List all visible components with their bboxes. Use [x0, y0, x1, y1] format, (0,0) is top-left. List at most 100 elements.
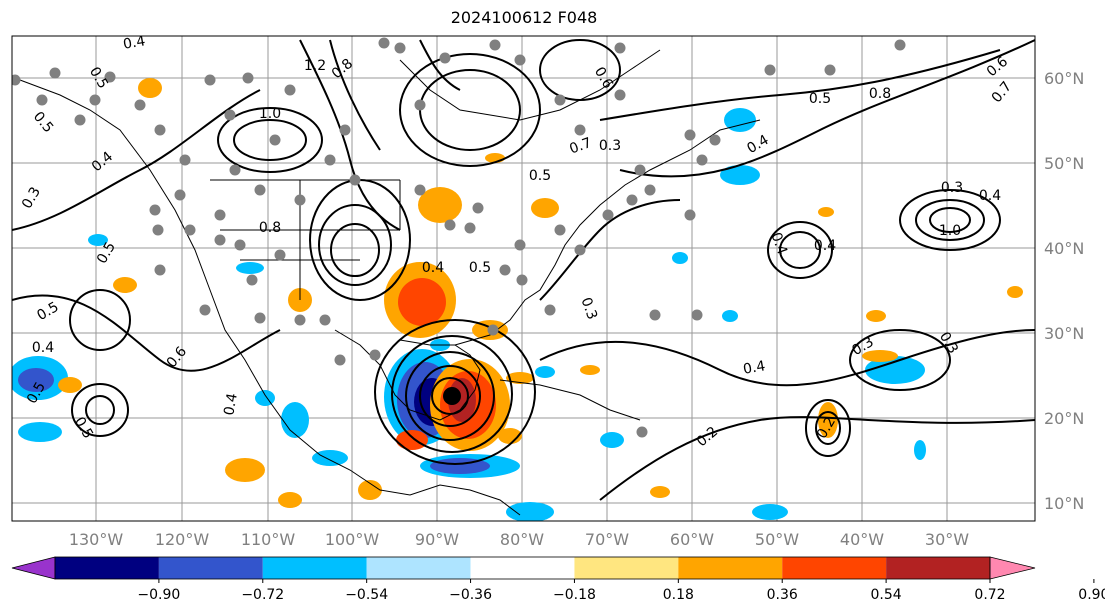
colorbar-tick-label: 0.18	[663, 587, 694, 603]
pos-shade	[358, 480, 382, 500]
observation-dot	[394, 42, 406, 54]
contour-label: 0.4	[742, 358, 767, 378]
observation-dot	[684, 209, 696, 221]
contour	[217, 107, 323, 173]
storm-center-marker	[443, 387, 461, 405]
observation-dot	[414, 184, 426, 196]
observation-dot	[149, 204, 161, 216]
contour	[779, 231, 821, 269]
observation-dot	[626, 194, 638, 206]
contour	[374, 319, 536, 465]
contour	[899, 189, 1001, 251]
contour	[299, 39, 401, 231]
colorbar-segment	[886, 557, 990, 579]
longitude-label: 130°W	[69, 530, 124, 549]
observation-dot	[487, 324, 499, 336]
observation-dot	[49, 67, 61, 79]
observation-dot	[104, 71, 116, 83]
longitude-label: 80°W	[500, 530, 544, 549]
colorbar-tick-label: 0.54	[871, 587, 902, 603]
contour-label: 0.5	[469, 260, 491, 276]
contour	[233, 119, 307, 161]
contour	[399, 53, 541, 167]
observation-dot	[284, 84, 296, 96]
caribbean-islands	[499, 379, 641, 421]
observation-dot	[242, 72, 254, 84]
neg-shade	[88, 234, 108, 246]
observation-dot	[614, 89, 626, 101]
contour	[12, 294, 281, 372]
neg-shade	[18, 368, 54, 392]
observation-dot	[154, 124, 166, 136]
pos-shade	[818, 402, 838, 438]
observation-dot	[36, 94, 48, 106]
map-title: 2024100612 F048	[450, 8, 598, 27]
longitude-label: 100°W	[325, 530, 380, 549]
observation-dot	[369, 349, 381, 361]
longitude-label: 90°W	[415, 530, 459, 549]
contour	[431, 377, 469, 415]
observation-dot	[894, 39, 906, 51]
observation-dot	[349, 174, 361, 186]
observation-dot	[89, 94, 101, 106]
pos-shade	[650, 486, 670, 498]
observation-dot	[514, 239, 526, 251]
observation-dot	[554, 224, 566, 236]
contour-label: 0.8	[259, 220, 281, 236]
pos-shade	[506, 372, 534, 384]
contour-label: 0.4	[122, 33, 147, 53]
neg-shade	[724, 108, 756, 132]
neg-shade	[535, 366, 555, 378]
colorbar-tick-label: 0.72	[974, 587, 1005, 603]
observation-dot	[254, 184, 266, 196]
contour	[599, 416, 1035, 501]
observation-dot	[696, 154, 708, 166]
contour-label: 0.4	[32, 340, 54, 356]
observation-dot	[214, 209, 226, 221]
contours	[12, 39, 1035, 501]
colorbar-tick-label: −0.36	[449, 587, 492, 603]
observation-dot	[634, 164, 646, 176]
observation-dot	[824, 64, 836, 76]
colorbar-max-arrow	[989, 556, 1036, 580]
colorbar-tick-label: −0.90	[137, 587, 180, 603]
contour-label: 0.3	[577, 295, 600, 321]
colorbar-tick-label: −0.18	[553, 587, 596, 603]
pacific-coast	[19, 79, 521, 516]
latitude-label: 30°N	[1044, 324, 1084, 343]
observation-dot	[12, 74, 21, 86]
observation-dot	[614, 42, 626, 54]
observation-dot	[339, 124, 351, 136]
observation-dot	[269, 134, 281, 146]
contour	[329, 39, 381, 151]
observation-dot	[179, 154, 191, 166]
longitude-labels: 130°W 120°W 110°W 100°W 90°W 80°W 70°W 60°W 50°W…	[69, 530, 969, 549]
contour	[12, 89, 261, 231]
colorbar-segment	[574, 557, 679, 579]
observation-dot	[294, 194, 306, 206]
contour	[849, 329, 951, 391]
latitude-label: 20°N	[1044, 409, 1084, 428]
pos-shade	[818, 207, 834, 217]
observation-dot	[134, 99, 146, 111]
longitude-label: 70°W	[585, 530, 629, 549]
observation-dot	[246, 274, 258, 286]
atlantic-coast	[454, 119, 761, 346]
contour-label: 1.2	[304, 58, 326, 74]
colorbar-tick-label: 0.90	[1078, 587, 1105, 603]
observation-dot	[499, 264, 511, 276]
observation-dot	[204, 74, 216, 86]
contour	[539, 199, 681, 301]
colorbar-segment	[366, 557, 471, 579]
contour	[69, 289, 131, 351]
colorbar: −0.90 −0.72 −0.54 −0.36 −0.18 0.18 0.36 0.54 0.7…	[11, 556, 1105, 603]
observation-dot	[294, 314, 306, 326]
observation-dot	[444, 219, 456, 231]
pos-shade	[396, 430, 428, 450]
contour	[929, 207, 971, 233]
colorbar-tick-label: 0.36	[767, 587, 798, 603]
contour-label: 1.0	[939, 223, 961, 239]
colorbar-segment	[55, 557, 159, 579]
contour	[85, 395, 115, 425]
